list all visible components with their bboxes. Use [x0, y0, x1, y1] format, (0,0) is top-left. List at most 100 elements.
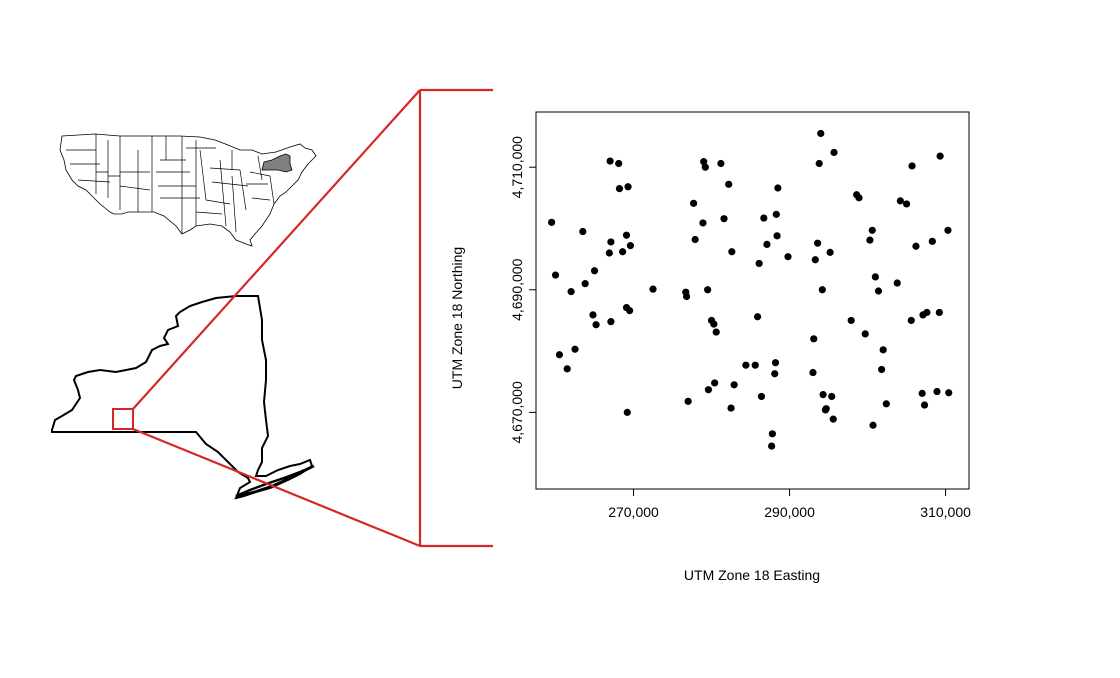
data-point: [768, 430, 776, 438]
data-point: [768, 442, 776, 450]
data-point: [920, 401, 929, 409]
data-point: [772, 210, 780, 218]
zoom-connectors: [132, 88, 493, 548]
data-point: [908, 162, 916, 170]
data-point: [551, 271, 560, 279]
data-point: [784, 253, 792, 261]
data-point: [774, 184, 782, 192]
plot-frame: [535, 111, 970, 490]
data-point: [615, 159, 623, 168]
data-point: [730, 381, 738, 389]
data-point: [902, 200, 911, 208]
data-point: [829, 415, 837, 423]
data-point: [809, 368, 817, 377]
data-point: [704, 386, 713, 394]
data-point: [757, 392, 766, 401]
x-tick-label: 290,000: [764, 504, 815, 520]
data-point: [936, 152, 944, 160]
data-point: [753, 313, 762, 321]
data-point: [935, 308, 943, 317]
y-axis-label: UTM Zone 18 Northing: [449, 247, 465, 389]
data-point: [755, 259, 763, 268]
x-tick-label: 270,000: [608, 504, 659, 520]
data-point: [847, 316, 855, 325]
data-point: [868, 226, 876, 234]
data-point: [751, 361, 759, 369]
data-point: [548, 218, 556, 226]
data-point: [589, 311, 597, 319]
new-york-outline: [51, 295, 314, 500]
y-tick-label: 4,670,000: [509, 381, 525, 443]
study-area-box: [112, 408, 134, 430]
data-point: [624, 183, 632, 191]
new-york-map: [51, 295, 315, 500]
data-point: [689, 199, 698, 207]
data-point: [771, 359, 780, 367]
data-point: [626, 242, 635, 250]
new-york-state-highlight: [261, 153, 293, 173]
y-tick-label: 4,690,000: [509, 258, 525, 320]
data-point: [912, 242, 920, 250]
data-point: [567, 288, 575, 296]
data-point: [682, 292, 691, 301]
data-point: [830, 148, 838, 157]
data-point: [817, 129, 825, 138]
data-point: [869, 421, 877, 429]
data-point: [581, 280, 589, 288]
scatter-plot: 270,000 290,000 310,000 4,670,000 4,690,000…: [449, 111, 971, 583]
data-point: [828, 392, 836, 401]
data-point: [711, 379, 719, 387]
data-point: [810, 335, 818, 343]
data-point: [933, 387, 941, 396]
data-point: [814, 239, 822, 247]
data-point: [893, 279, 901, 287]
data-point: [874, 287, 883, 295]
data-point: [555, 351, 564, 359]
data-point: [607, 238, 615, 246]
data-point: [855, 194, 863, 202]
data-point: [760, 214, 768, 222]
data-point: [649, 285, 657, 293]
data-point: [712, 328, 720, 336]
data-points: [548, 129, 953, 450]
data-point: [866, 236, 874, 244]
data-point: [918, 389, 926, 397]
data-point: [717, 159, 725, 168]
data-point: [771, 370, 779, 378]
data-point: [563, 365, 571, 373]
data-point: [605, 249, 613, 257]
data-point: [882, 400, 890, 408]
data-point: [811, 256, 819, 264]
zoom-line-bottom: [132, 427, 421, 548]
data-point: [928, 237, 936, 245]
data-point: [815, 159, 823, 168]
data-point: [579, 227, 587, 236]
data-point: [944, 226, 952, 234]
data-point: [606, 157, 614, 165]
data-point: [725, 180, 733, 188]
data-point: [626, 307, 634, 315]
data-point: [619, 248, 627, 256]
data-point: [592, 321, 600, 329]
data-point: [945, 389, 953, 397]
data-point: [818, 286, 826, 294]
data-point: [704, 286, 712, 294]
data-point: [822, 405, 830, 413]
x-axis-ticks: 270,000 290,000 310,000: [608, 489, 971, 520]
data-point: [861, 330, 869, 338]
data-point: [878, 365, 886, 374]
data-point: [720, 215, 728, 223]
data-point: [773, 232, 781, 240]
us-outline: [59, 133, 317, 247]
data-point: [615, 185, 624, 193]
data-point: [742, 361, 750, 369]
data-point: [701, 163, 709, 171]
data-point: [623, 408, 631, 416]
data-point: [622, 231, 631, 239]
data-point: [728, 248, 736, 256]
us-state-lines: [66, 134, 275, 234]
data-point: [923, 308, 931, 317]
data-point: [907, 316, 915, 325]
data-point: [727, 404, 735, 412]
